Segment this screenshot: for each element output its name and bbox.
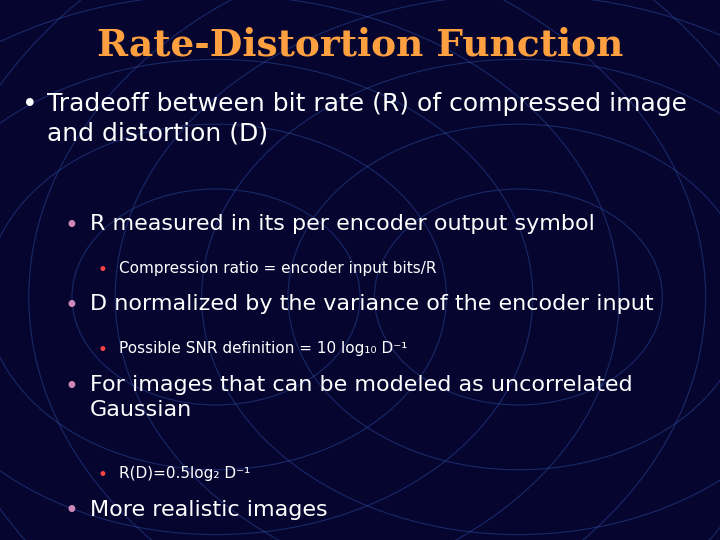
Text: Tradeoff between bit rate (R) of compressed image
and distortion (D): Tradeoff between bit rate (R) of compres…	[47, 92, 687, 145]
Text: D normalized by the variance of the encoder input: D normalized by the variance of the enco…	[90, 294, 654, 314]
Text: •: •	[65, 214, 78, 238]
Text: For images that can be modeled as uncorrelated
Gaussian: For images that can be modeled as uncorr…	[90, 375, 633, 420]
Text: Compression ratio = encoder input bits/R: Compression ratio = encoder input bits/R	[119, 261, 436, 276]
Text: R measured in its per encoder output symbol: R measured in its per encoder output sym…	[90, 214, 595, 234]
Text: •: •	[65, 500, 78, 523]
Text: •: •	[97, 261, 107, 279]
Text: •: •	[22, 92, 37, 118]
Text: •: •	[65, 375, 78, 399]
Text: •: •	[97, 466, 107, 484]
Text: Rate-Distortion Function: Rate-Distortion Function	[96, 27, 624, 64]
Text: •: •	[65, 294, 78, 318]
Text: Possible SNR definition = 10 log₁₀ D⁻¹: Possible SNR definition = 10 log₁₀ D⁻¹	[119, 341, 408, 356]
Text: •: •	[97, 341, 107, 359]
Text: More realistic images: More realistic images	[90, 500, 328, 519]
Text: R(D)=0.5log₂ D⁻¹: R(D)=0.5log₂ D⁻¹	[119, 466, 250, 481]
